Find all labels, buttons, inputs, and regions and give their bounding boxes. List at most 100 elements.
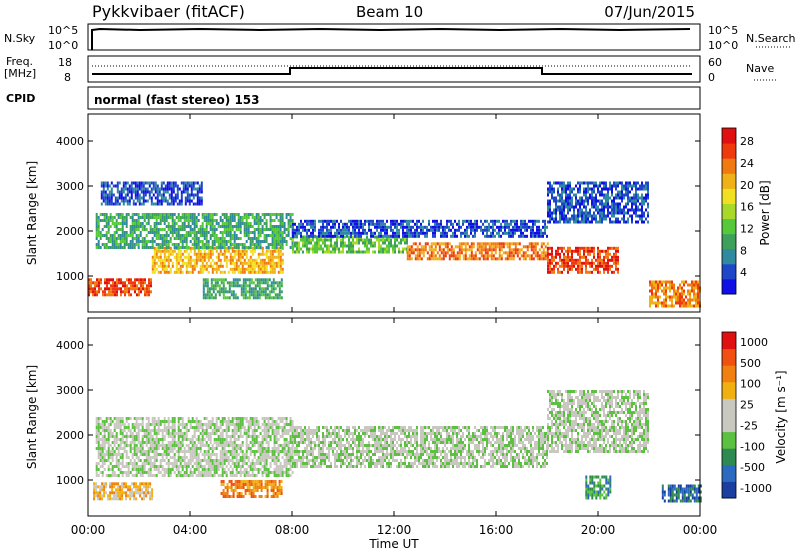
date-title: 07/Jun/2015 xyxy=(604,3,695,21)
time-tick-label-1: 04:00 xyxy=(173,523,208,537)
velocity-band-3 xyxy=(292,426,548,468)
power-ytick-label-1: 2000 xyxy=(56,225,84,238)
velocity-ytick-label-2: 3000 xyxy=(56,384,84,397)
velocity-band-4 xyxy=(547,390,649,453)
velocity-data xyxy=(93,390,702,503)
nave-tick-top: 60 xyxy=(708,56,722,69)
power-colorbar-seg-6 xyxy=(722,188,736,204)
velocity-colorbar-seg-0 xyxy=(722,481,736,499)
time-axis-label: Time UT xyxy=(368,537,419,551)
power-ylabel: Slant Range [km] xyxy=(25,161,39,265)
nsearch-label: N.Search xyxy=(746,32,796,45)
velocity-colorbar-tick-7: -1000 xyxy=(740,482,772,495)
velocity-colorbar-tick-3: 25 xyxy=(740,399,754,412)
cpid-panel: CPID normal (fast stereo) 153 xyxy=(6,86,701,110)
power-colorbar-seg-9 xyxy=(722,143,736,159)
power-colorbar-seg-5 xyxy=(722,203,736,220)
velocity-band-1 xyxy=(95,417,294,477)
power-band-7 xyxy=(547,246,619,274)
freq-trace xyxy=(92,67,692,75)
power-colorbar-title: Power [dB] xyxy=(758,180,772,245)
velocity-colorbar-seg-8 xyxy=(722,348,736,366)
velocity-colorbar-tick-0: 1000 xyxy=(740,336,768,349)
velocity-ytick-label-3: 4000 xyxy=(56,339,84,352)
power-ytick-label-3: 4000 xyxy=(56,135,84,148)
power-colorbar-seg-8 xyxy=(722,158,736,174)
beam-title: Beam 10 xyxy=(356,3,423,21)
time-tick-label-2: 08:00 xyxy=(275,523,310,537)
freq-panel: Freq. [MHz] 18 8 60 0 Nave xyxy=(4,55,776,84)
velocity-band-0 xyxy=(93,482,154,501)
velocity-ytick-label-0: 1000 xyxy=(56,474,84,487)
velocity-colorbar-tick-6: -500 xyxy=(740,461,765,474)
power-band-0 xyxy=(88,278,152,297)
power-colorbar-seg-10 xyxy=(722,128,736,144)
velocity-ylabel: Slant Range [km] xyxy=(25,365,39,469)
freq-tick-top: 18 xyxy=(58,56,72,69)
power-data xyxy=(88,181,701,308)
velocity-colorbar: 1000 500 100 25 -25 -100 -500 -1000 xyxy=(721,331,772,499)
power-colorbar-seg-4 xyxy=(722,218,736,235)
velocity-colorbar-tick-5: -100 xyxy=(740,440,765,453)
power-band-2 xyxy=(95,213,294,249)
power-band-9 xyxy=(649,280,701,308)
power-band-8 xyxy=(547,181,649,224)
freq-label-line2: [MHz] xyxy=(4,67,36,80)
velocity-colorbar-tick-4: -25 xyxy=(740,419,758,432)
power-colorbar: 4 8 12 16 20 24 28 xyxy=(721,127,754,295)
nsearch-tick-top: 10^5 xyxy=(708,24,738,37)
velocity-colorbar-title: Velocity [m s⁻¹] xyxy=(774,370,788,463)
velocity-colorbar-seg-7 xyxy=(722,365,736,383)
nsky-tick-top: 10^5 xyxy=(48,24,78,37)
velocity-ytick-label-1: 2000 xyxy=(56,429,84,442)
cpid-value: normal (fast stereo) 153 xyxy=(94,93,260,107)
velocity-colorbar-seg-5 xyxy=(722,398,736,416)
freq-label-line1: Freq. xyxy=(6,55,33,68)
time-tick-label-6: 00:00 xyxy=(683,523,718,537)
velocity-colorbar-seg-9 xyxy=(722,332,736,350)
nave-label: Nave xyxy=(746,62,774,75)
power-colorbar-tick-6: 28 xyxy=(740,135,754,148)
freq-tick-bottom: 8 xyxy=(64,71,71,84)
nsky-trace xyxy=(91,27,691,50)
nsky-panel: N.Sky 10^5 10^0 10^5 10^0 N.Search xyxy=(4,23,796,52)
power-band-6 xyxy=(292,219,548,238)
power-colorbar-seg-1 xyxy=(722,263,736,280)
power-colorbar-seg-3 xyxy=(722,233,736,250)
time-tick-label-4: 16:00 xyxy=(479,523,514,537)
power-ytick-label-0: 1000 xyxy=(56,270,84,283)
power-colorbar-seg-2 xyxy=(722,248,736,265)
nsky-tick-bottom: 10^0 xyxy=(48,39,78,52)
velocity-colorbar-seg-4 xyxy=(722,415,736,433)
power-colorbar-tick-1: 8 xyxy=(740,244,747,257)
station-title: Pykkvibaer (fitACF) xyxy=(92,2,245,21)
power-band-5 xyxy=(406,242,549,261)
velocity-colorbar-seg-1 xyxy=(722,464,736,482)
velocity-colorbar-tick-2: 100 xyxy=(740,378,761,391)
power-colorbar-tick-0: 4 xyxy=(740,266,747,279)
velocity-band-2 xyxy=(220,480,283,498)
power-band-4 xyxy=(292,235,408,254)
nsearch-tick-bottom: 10^0 xyxy=(708,39,738,52)
time-tick-label-5: 20:00 xyxy=(581,523,616,537)
power-colorbar-seg-7 xyxy=(722,173,736,189)
cpid-label: CPID xyxy=(6,92,35,105)
time-tick-label-0: 00:00 xyxy=(71,523,106,537)
velocity-panel: 1000 2000 3000 4000 Slant Range [km] 1000 50… xyxy=(25,317,788,517)
power-band-1 xyxy=(151,246,284,274)
power-colorbar-tick-3: 16 xyxy=(740,201,754,214)
power-panel: 1000 2000 3000 4000 Slant Range [km] 4 8 12 16… xyxy=(25,113,772,313)
power-colorbar-tick-2: 12 xyxy=(740,222,754,235)
time-axis: 00:00 04:00 08:00 12:00 16:00 20:00 00:00 xyxy=(71,114,718,537)
nave-tick-bottom: 0 xyxy=(708,71,715,84)
velocity-colorbar-tick-1: 500 xyxy=(740,357,761,370)
velocity-colorbar-seg-3 xyxy=(722,431,736,449)
power-colorbar-seg-0 xyxy=(722,278,736,295)
power-ytick-label-2: 3000 xyxy=(56,180,84,193)
power-band-10 xyxy=(202,278,283,300)
power-colorbar-tick-4: 20 xyxy=(740,179,754,192)
power-band-3 xyxy=(100,181,203,206)
nsky-label: N.Sky xyxy=(4,32,36,45)
velocity-colorbar-seg-2 xyxy=(722,448,736,466)
